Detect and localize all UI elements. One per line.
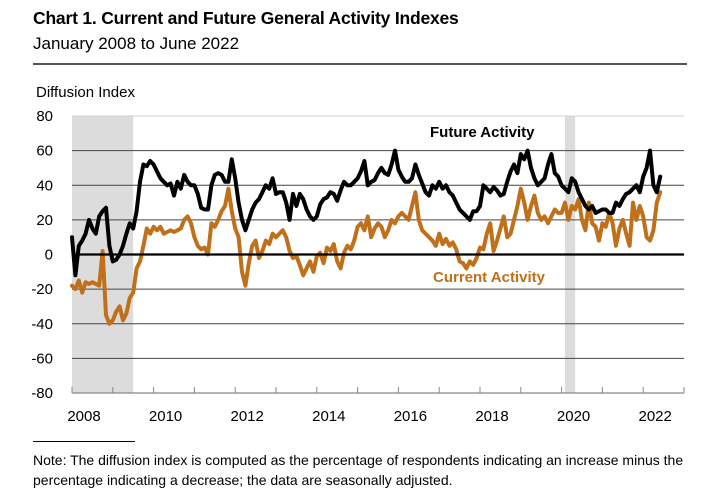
- y-tick-label: -40: [31, 316, 53, 333]
- note-divider: [33, 441, 135, 442]
- y-tick-label: 20: [36, 212, 53, 229]
- current-activity-line: [70, 186, 663, 326]
- y-tick-label: 0: [45, 247, 53, 264]
- x-tick-label: 2016: [394, 408, 427, 425]
- x-tick-label: 2008: [67, 408, 100, 425]
- x-tick-label: 2020: [557, 408, 590, 425]
- chart-subtitle: January 2008 to June 2022: [33, 34, 240, 53]
- y-axis-title: Diffusion Index: [36, 84, 135, 101]
- gridlines-group: [72, 115, 684, 359]
- x-tick-label: 2014: [312, 408, 345, 425]
- y-tick-label: -60: [31, 350, 53, 367]
- y-tick-label: -80: [31, 385, 53, 402]
- x-tick-label: 2018: [475, 408, 508, 425]
- title-divider: [33, 63, 687, 65]
- legend-current-activity: Current Activity: [433, 269, 546, 286]
- legend-group: Future Activity Current Activity: [430, 124, 546, 286]
- y-tick-labels-group: 80 60 40 20 0 -20 -40 -60 -80: [31, 108, 53, 402]
- x-tick-label: 2012: [231, 408, 264, 425]
- y-tick-label: -20: [31, 281, 53, 298]
- future-activity-line: [70, 148, 663, 278]
- y-tick-label: 80: [36, 108, 53, 125]
- chart-title: Chart 1. Current and Future General Acti…: [33, 8, 459, 28]
- series-group: [70, 148, 684, 326]
- chart-note: Note: The diffusion index is computed as…: [33, 452, 684, 488]
- x-tick-label: 2010: [149, 408, 182, 425]
- x-axis-group: 2008 2010 2012 2014 2016 2018 2020 2022: [67, 387, 685, 425]
- x-tick-label: 2022: [639, 408, 672, 425]
- y-tick-label: 40: [36, 177, 53, 194]
- y-tick-label: 60: [36, 143, 53, 160]
- legend-future-activity: Future Activity: [430, 124, 535, 141]
